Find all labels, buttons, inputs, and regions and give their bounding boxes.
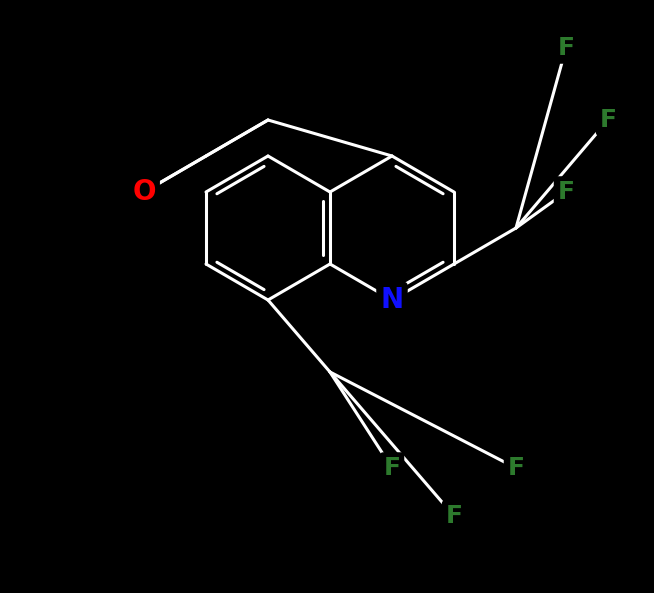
Text: F: F — [557, 36, 574, 60]
Text: F: F — [383, 456, 400, 480]
Text: N: N — [381, 286, 404, 314]
Text: O: O — [132, 178, 156, 206]
Text: F: F — [600, 108, 617, 132]
Text: F: F — [508, 456, 525, 480]
Text: F: F — [557, 180, 574, 204]
Text: F: F — [445, 504, 462, 528]
